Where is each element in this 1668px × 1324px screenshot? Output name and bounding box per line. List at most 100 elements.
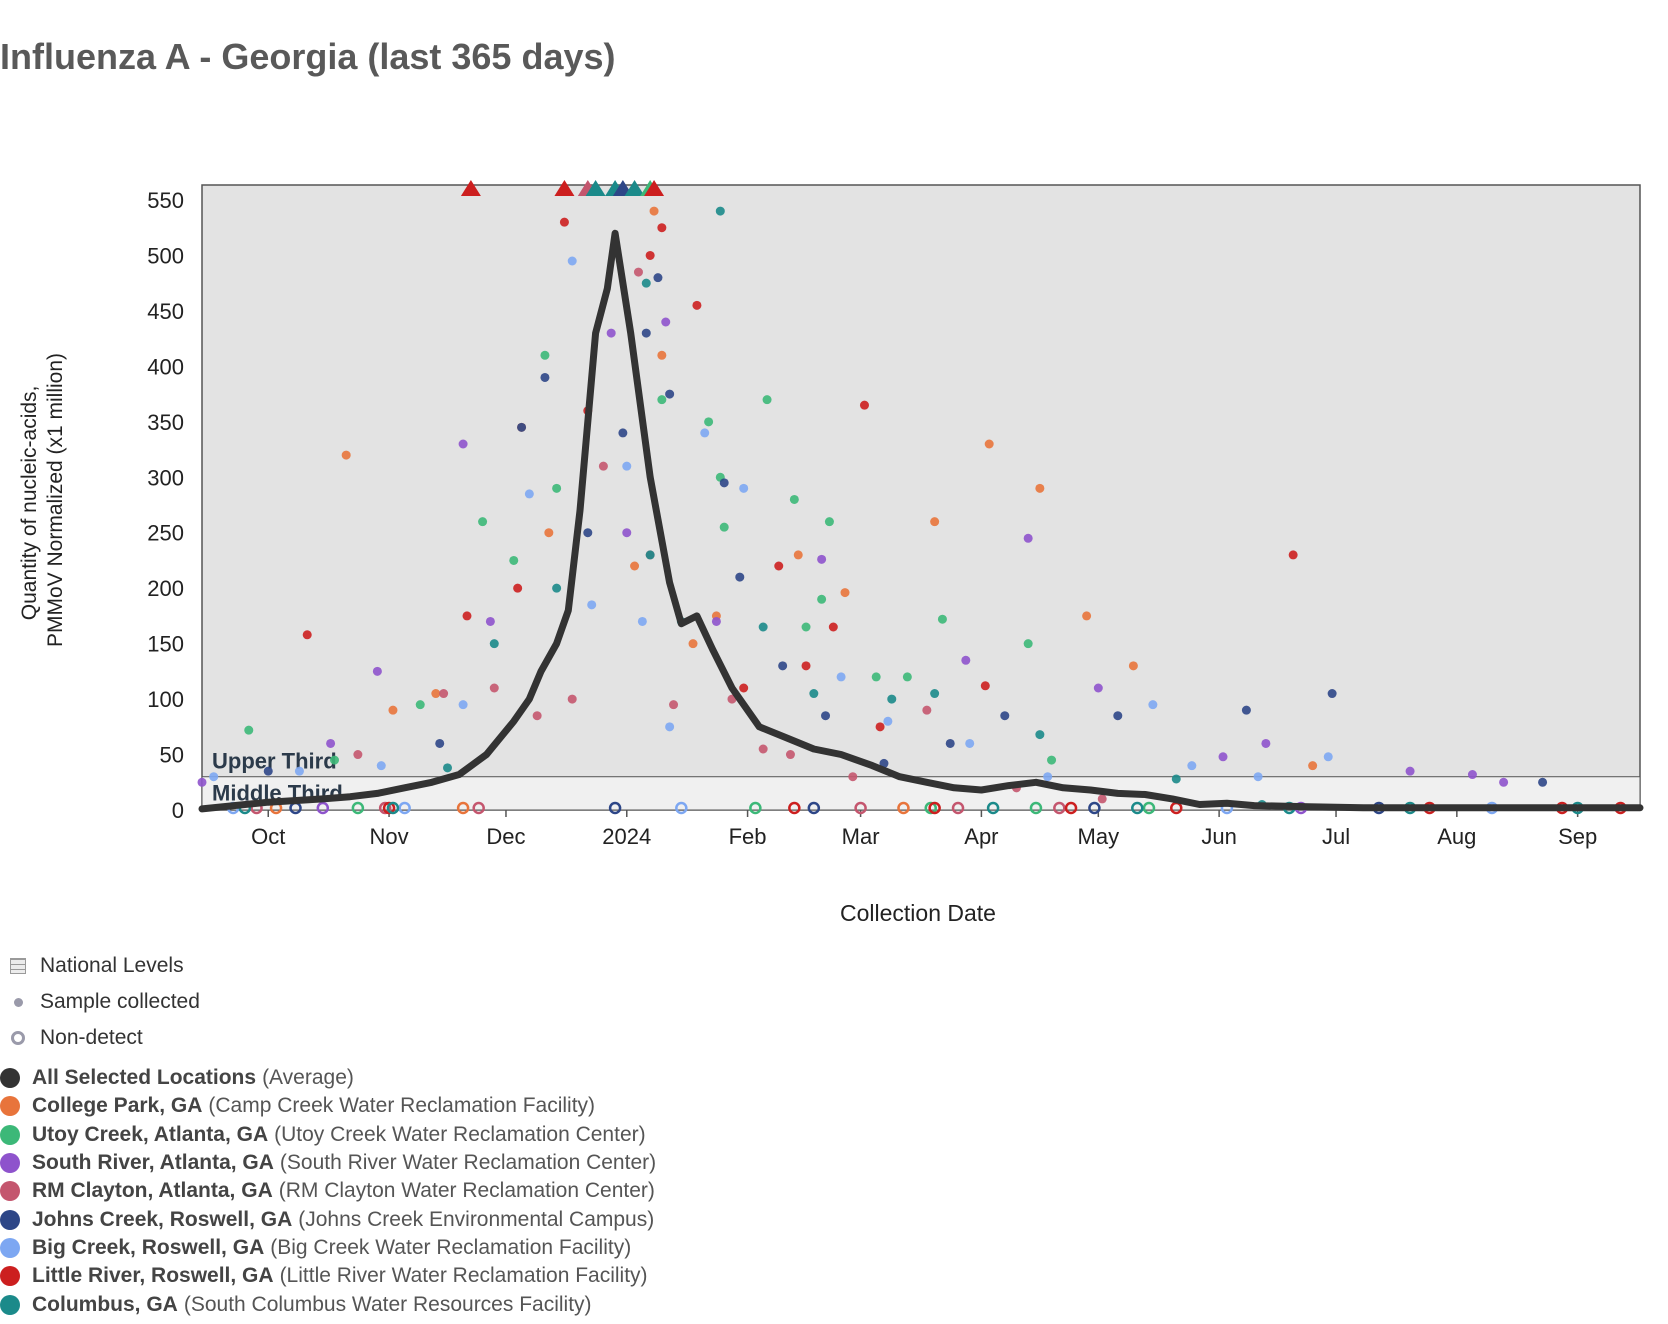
sample-point <box>739 683 749 693</box>
sample-point <box>1043 772 1053 782</box>
legend-swatch <box>0 1096 20 1117</box>
legend-item-name: Johns Creek, Roswell, GA <box>32 1207 293 1231</box>
legend-item-name: College Park, GA <box>32 1094 203 1118</box>
legend-item-name: Utoy Creek, Atlanta, GA <box>32 1122 269 1146</box>
y-tick-label: 450 <box>147 299 184 324</box>
sample-point <box>552 483 562 493</box>
non-detect-point <box>386 801 400 815</box>
sample-point <box>1241 705 1251 715</box>
sample-point <box>587 600 597 610</box>
sample-point <box>540 350 550 360</box>
legend-swatch <box>0 1181 20 1202</box>
sample-point <box>758 622 768 632</box>
sample-point <box>840 588 850 598</box>
legend-item-big-creek[interactable]: Big Creek, Roswell, GA (Big Creek Water … <box>0 1234 656 1262</box>
non-detect-icon <box>11 1031 25 1045</box>
chart-plot: Upper Third Middle Third 050100150200250… <box>147 180 1644 849</box>
x-tick-label: Aug <box>1437 824 1476 849</box>
legend-item-facility: (South Columbus Water Resources Facility… <box>183 1292 592 1316</box>
sample-point <box>1253 772 1263 782</box>
legend-item-johns-creek[interactable]: Johns Creek, Roswell, GA (Johns Creek En… <box>0 1205 656 1233</box>
non-detect-point <box>382 801 396 815</box>
sample-point <box>657 395 667 405</box>
sample-point <box>824 517 834 527</box>
sample-point <box>817 594 827 604</box>
sample-point <box>778 661 788 671</box>
legend-item-college-park[interactable]: College Park, GA (Camp Creek Water Recla… <box>0 1092 656 1120</box>
legend-item-name: Big Creek, Roswell, GA <box>32 1235 265 1259</box>
non-detect-point <box>398 801 411 815</box>
legend-sample-collected-label: Sample collected <box>40 990 200 1013</box>
sample-point <box>789 494 799 504</box>
sample-point <box>622 528 632 538</box>
sample-point <box>1047 755 1057 765</box>
plot-area <box>201 184 1641 811</box>
sample-point <box>871 672 881 682</box>
y-tick-label: 50 <box>160 743 184 768</box>
legend-swatch <box>0 1209 20 1230</box>
non-detect-point <box>1029 801 1043 815</box>
y-axis-label-line-1: Quantity of nucleic-acids, <box>18 386 41 621</box>
legend-locations: All Selected Locations (Average) College… <box>0 1064 656 1319</box>
sample-point <box>622 461 632 471</box>
sample-point <box>821 711 831 721</box>
sample-point <box>937 614 947 624</box>
legend-item-little-river[interactable]: Little River, Roswell, GA (Little River … <box>0 1262 656 1290</box>
sample-point <box>665 722 675 732</box>
legend-item-rm-clayton[interactable]: RM Clayton, Atlanta, GA (RM Clayton Wate… <box>0 1177 656 1205</box>
x-tick-label: Sep <box>1558 824 1597 849</box>
sample-point <box>637 616 647 626</box>
non-detect-point <box>1088 801 1101 815</box>
legend-swatch <box>0 1294 20 1315</box>
legend-item-south-river[interactable]: South River, Atlanta, GA (South River Wa… <box>0 1149 656 1177</box>
sample-point <box>661 317 671 327</box>
sample-point <box>1082 611 1092 621</box>
legend-swatch <box>0 1237 20 1258</box>
sample-point <box>836 672 846 682</box>
non-detect-point <box>472 801 485 815</box>
x-tick-label: Apr <box>964 824 998 849</box>
sample-point <box>828 622 838 632</box>
sample-point <box>930 517 940 527</box>
x-tick-label: Mar <box>842 824 880 849</box>
sample-point <box>887 694 897 704</box>
y-tick-label: 100 <box>147 687 184 712</box>
legend-item-name: RM Clayton, Atlanta, GA <box>32 1179 273 1203</box>
legend-item-facility: (RM Clayton Water Reclamation Center) <box>278 1179 655 1203</box>
offscale-marker <box>644 180 665 196</box>
svg-text:Quantity of nucleic-acids,: Quantity of nucleic-acids, PMMoV Normali… <box>18 353 67 647</box>
sample-point <box>984 439 994 449</box>
legend-non-detect[interactable]: Non-detect <box>6 1020 200 1056</box>
legend-sample-collected[interactable]: Sample collected <box>6 984 200 1020</box>
sample-point <box>1128 661 1138 671</box>
y-tick-label: 500 <box>147 243 184 268</box>
sample-point <box>294 766 304 776</box>
sample-point <box>458 700 468 710</box>
legend-item-all-locations[interactable]: All Selected Locations (Average) <box>0 1064 656 1092</box>
legend-item-name: All Selected Locations <box>32 1066 257 1090</box>
x-tick-label: Dec <box>486 824 525 849</box>
sample-point <box>458 439 468 449</box>
legend-national-levels[interactable]: National Levels <box>6 948 200 984</box>
legend-item-columbus[interactable]: Columbus, GA (South Columbus Water Resou… <box>0 1290 656 1318</box>
legend-item-name: Little River, Roswell, GA <box>32 1264 274 1288</box>
sample-point <box>735 572 745 582</box>
sample-point <box>598 461 608 471</box>
sample-point <box>719 522 729 532</box>
non-detect-point <box>351 801 365 815</box>
sample-point <box>859 400 869 410</box>
sample-point <box>1308 761 1318 771</box>
legend-symbols: National Levels Sample collected Non-det… <box>6 948 200 1056</box>
sample-point <box>1023 533 1033 543</box>
sample-point <box>1288 550 1298 560</box>
sample-point <box>341 450 351 460</box>
offscale-marker <box>460 180 481 196</box>
y-tick-label: 0 <box>172 798 184 823</box>
legend-non-detect-label: Non-detect <box>40 1026 143 1049</box>
legend-item-utoy-creek[interactable]: Utoy Creek, Atlanta, GA (Utoy Creek Wate… <box>0 1121 656 1149</box>
sample-point <box>817 554 827 564</box>
sample-point <box>758 744 768 754</box>
sample-point <box>700 428 710 438</box>
sample-point <box>774 561 784 571</box>
sample-point <box>376 761 386 771</box>
